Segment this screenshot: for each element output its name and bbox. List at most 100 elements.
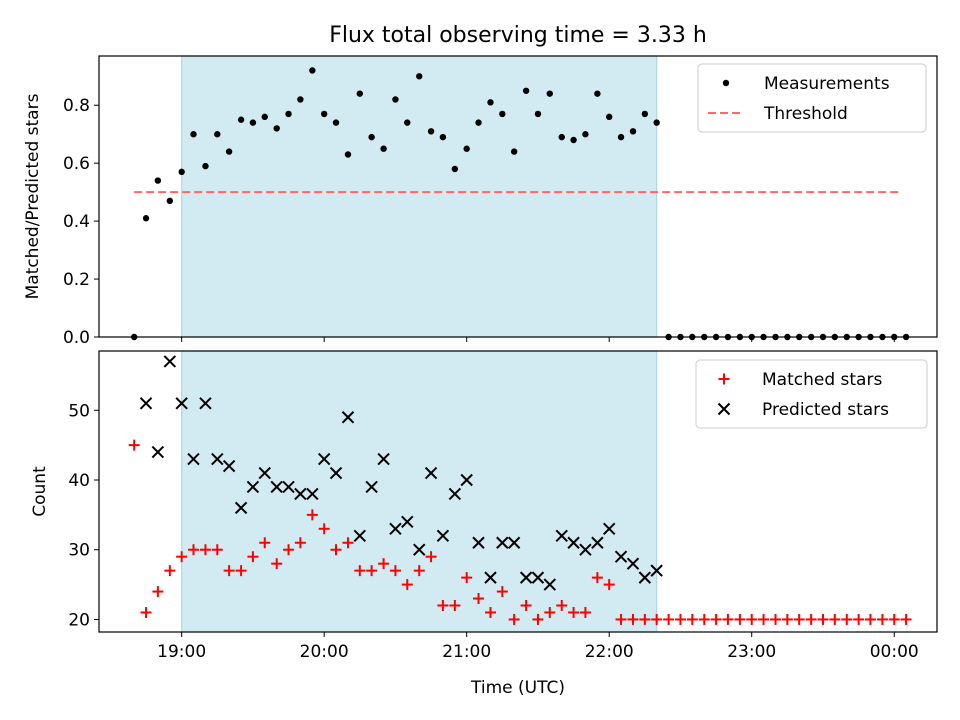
matched-star-point bbox=[473, 593, 485, 605]
measurement-point bbox=[309, 67, 316, 74]
predicted-star-point bbox=[436, 529, 450, 542]
measurement-point bbox=[261, 113, 268, 121]
x-b bbox=[187, 452, 200, 466]
measurement-point bbox=[416, 73, 423, 80]
matched-star-point bbox=[520, 600, 532, 612]
x-b bbox=[413, 543, 426, 556]
predicted-star-point bbox=[519, 571, 533, 584]
matched-star-point bbox=[841, 613, 853, 625]
predicted-star-point bbox=[401, 515, 414, 529]
matched-star-point bbox=[461, 572, 473, 584]
matched-star-point bbox=[484, 606, 496, 618]
predicted-star-point bbox=[270, 480, 283, 494]
predicted-star-point bbox=[531, 571, 545, 584]
measurement-point bbox=[427, 128, 435, 135]
matched-star-point bbox=[781, 613, 793, 625]
matched-star-point bbox=[247, 551, 259, 563]
measurement-point bbox=[629, 128, 637, 135]
predicted-star-point bbox=[472, 536, 485, 549]
predicted-star-point bbox=[199, 397, 212, 410]
matched-star-point bbox=[698, 613, 710, 625]
measurement-point bbox=[273, 125, 280, 132]
matched-star-point bbox=[330, 544, 342, 556]
x-b bbox=[389, 522, 402, 536]
predicted-star-point bbox=[650, 564, 663, 577]
measurement-point bbox=[617, 133, 625, 141]
legend-label: Threshold bbox=[763, 104, 848, 124]
predicted-star-point bbox=[329, 466, 343, 480]
matched-star-point bbox=[876, 613, 888, 625]
matched-star-point bbox=[187, 544, 199, 556]
axes-frame bbox=[98, 350, 938, 633]
matched-star-point bbox=[496, 586, 508, 598]
x-b bbox=[175, 397, 188, 410]
x-b bbox=[496, 536, 509, 549]
matched-star-point bbox=[425, 551, 437, 563]
x-b bbox=[353, 529, 367, 542]
measurement-point bbox=[368, 133, 375, 141]
observing-span bbox=[181, 55, 658, 338]
x-b bbox=[246, 480, 260, 494]
x-b bbox=[484, 571, 497, 584]
x-tick-label: 19:00 bbox=[157, 642, 206, 662]
matched-star-point bbox=[686, 613, 698, 625]
x-b bbox=[638, 571, 652, 584]
legend: Measurements Threshold bbox=[697, 63, 927, 133]
y-tick-label: 0.0 bbox=[63, 328, 90, 348]
measurement-point bbox=[154, 177, 162, 184]
y-tick-label: 40 bbox=[68, 471, 90, 491]
measurement-point bbox=[439, 133, 447, 141]
predicted-star-point bbox=[151, 445, 165, 459]
predicted-star-point bbox=[603, 522, 616, 536]
predicted-star-point bbox=[626, 557, 640, 570]
x-tick-label: 20:00 bbox=[300, 642, 349, 662]
matched-star-point bbox=[366, 565, 378, 577]
x-tick-label: 22:00 bbox=[585, 642, 634, 662]
matched-star-point bbox=[401, 579, 413, 591]
x-b bbox=[163, 355, 177, 368]
predicted-star-point bbox=[282, 480, 295, 494]
predicted-star-point bbox=[139, 397, 153, 410]
measurement-point bbox=[594, 90, 601, 97]
predicted-star-point bbox=[638, 571, 652, 584]
matched-star-point bbox=[864, 613, 876, 625]
measurement-point bbox=[297, 96, 304, 103]
matched-star-point bbox=[888, 613, 900, 625]
matched-star-point bbox=[271, 558, 283, 570]
matched-star-point bbox=[639, 613, 651, 625]
x-b bbox=[282, 480, 295, 494]
x-b bbox=[436, 529, 450, 542]
matched-star-point bbox=[853, 613, 865, 625]
observing-span bbox=[181, 350, 658, 633]
measurement-point bbox=[499, 110, 506, 118]
predicted-star-point bbox=[341, 411, 355, 424]
matched-star-point bbox=[710, 613, 722, 625]
matched-star-point bbox=[591, 572, 603, 584]
matched-star-point bbox=[579, 606, 591, 618]
matched-star-point bbox=[663, 613, 675, 625]
legend-measurement-swatch bbox=[722, 79, 730, 87]
x-b bbox=[317, 452, 331, 466]
matched-star-point bbox=[354, 565, 366, 577]
predicted-star-point bbox=[507, 536, 521, 549]
legend-label: Predicted stars bbox=[762, 400, 889, 420]
predicted-star-point bbox=[306, 487, 319, 501]
measurement-point bbox=[166, 197, 174, 205]
y-tick-label: 0.6 bbox=[63, 154, 90, 174]
legend-label: Matched stars bbox=[762, 370, 882, 390]
measurement-point bbox=[522, 87, 530, 94]
count-panel: 20 30 40 50 19:00 20:00 21:00 22:00 23:00 00:00 Co… bbox=[30, 350, 938, 698]
x-b bbox=[614, 550, 628, 563]
measurement-point bbox=[451, 165, 459, 173]
matched-star-point bbox=[603, 579, 615, 591]
predicted-star-point bbox=[614, 550, 628, 563]
x-b bbox=[401, 515, 414, 529]
measurement-point bbox=[214, 131, 221, 138]
measurement-point bbox=[558, 133, 565, 141]
measurement-point bbox=[142, 215, 150, 222]
measurement-point bbox=[475, 119, 482, 126]
measurement-point bbox=[463, 145, 470, 152]
predicted-star-point bbox=[353, 529, 367, 542]
measurement-point bbox=[653, 119, 660, 126]
